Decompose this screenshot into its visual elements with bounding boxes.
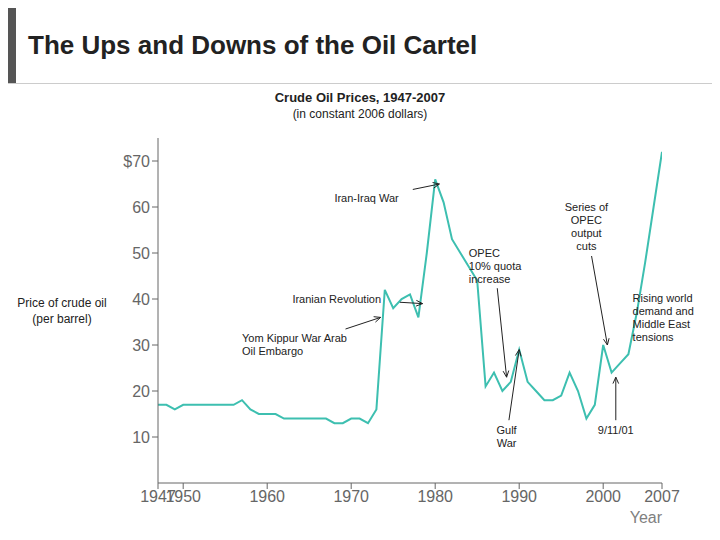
html-text:The Ups and Downs of the Oil C: The Ups and Downs of the Oil Cartel: [28, 30, 478, 60]
svg-text:1950: 1950: [165, 488, 201, 505]
html-text:(per barrel): (per barrel): [32, 311, 92, 326]
svg-text:Series ofOPECoutputcuts: Series ofOPECoutputcuts: [565, 201, 609, 252]
svg-text:60: 60: [132, 199, 150, 216]
svg-text:2007: 2007: [644, 488, 680, 505]
svg-text:1990: 1990: [501, 488, 537, 505]
svg-text:Rising worlddemand andMiddle E: Rising worlddemand andMiddle Easttension…: [633, 292, 694, 343]
svg-text:Year: Year: [630, 509, 663, 526]
svg-text:GulfWar: GulfWar: [497, 424, 518, 449]
svg-text:30: 30: [132, 337, 150, 354]
svg-text:1960: 1960: [249, 488, 285, 505]
svg-text:10: 10: [132, 429, 150, 446]
svg-text:Yom Kippur War ArabOil Embargo: Yom Kippur War ArabOil Embargo: [242, 332, 347, 357]
svg-text:$70: $70: [123, 153, 150, 170]
svg-text:Iranian Revolution: Iranian Revolution: [292, 293, 381, 305]
svg-text:50: 50: [132, 245, 150, 262]
html-text:(in constant 2006 dollars): (in constant 2006 dollars): [292, 107, 428, 121]
svg-text:OPEC10% quotaincrease: OPEC10% quotaincrease: [469, 247, 522, 285]
svg-text:Iran-Iraq War: Iran-Iraq War: [334, 192, 399, 204]
html-text:Crude Oil Prices, 1947-2007: Crude Oil Prices, 1947-2007: [274, 90, 446, 105]
svg-text:1980: 1980: [417, 488, 453, 505]
svg-text:20: 20: [132, 383, 150, 400]
svg-text:1947: 1947: [140, 488, 176, 506]
svg-text:9/11/01: 9/11/01: [598, 424, 634, 436]
svg-text:1970: 1970: [333, 488, 369, 505]
svg-text:2000: 2000: [585, 488, 621, 505]
svg-text:40: 40: [132, 291, 150, 308]
html-text:Price of crude oil: Price of crude oil: [17, 295, 107, 310]
